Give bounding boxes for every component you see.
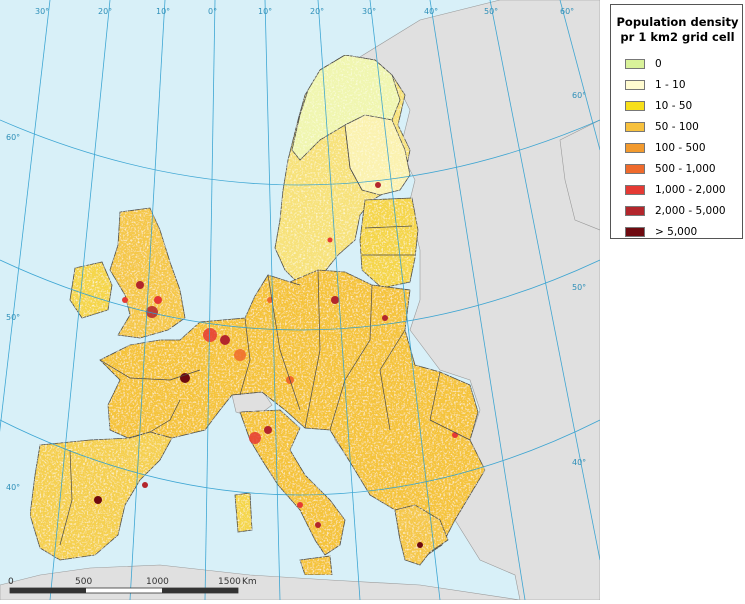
legend-title: Population density pr 1 km2 grid cell bbox=[611, 15, 744, 45]
legend-swatch bbox=[625, 206, 645, 216]
legend-swatch bbox=[625, 101, 645, 111]
legend-item: 0 bbox=[625, 57, 662, 71]
graticule bbox=[0, 0, 601, 601]
legend-swatch bbox=[625, 143, 645, 153]
legend-swatch bbox=[625, 185, 645, 195]
legend-label: > 5,000 bbox=[655, 226, 698, 238]
parallel-label: 40° bbox=[572, 458, 586, 467]
legend-swatch bbox=[625, 164, 645, 174]
population-density-map: 30° 20° 10° 0° 10° 20° 30° 40° 50° 60° 6… bbox=[0, 0, 601, 601]
parallel-label: 50° bbox=[6, 313, 20, 322]
meridian-label: 30° bbox=[362, 7, 376, 16]
legend-label: 10 - 50 bbox=[655, 100, 693, 112]
meridian-label: 60° bbox=[560, 7, 574, 16]
population-hotspots bbox=[94, 182, 458, 548]
legend-item: 1 - 10 bbox=[625, 78, 686, 92]
eu-land bbox=[29, 54, 486, 576]
legend-item: > 5,000 bbox=[625, 225, 697, 239]
legend-item: 100 - 500 bbox=[625, 141, 706, 155]
legend-item: 1,000 - 2,000 bbox=[625, 183, 726, 197]
legend-title-line2: pr 1 km2 grid cell bbox=[620, 30, 735, 44]
parallel-label: 50° bbox=[572, 283, 586, 292]
legend-label: 1,000 - 2,000 bbox=[655, 184, 726, 196]
scale-bar: 0 500 1000 1500 Km bbox=[8, 577, 257, 594]
graticule-labels: 30° 20° 10° 0° 10° 20° 30° 40° 50° 60° 6… bbox=[6, 7, 586, 492]
legend-label: 1 - 10 bbox=[655, 79, 686, 91]
legend-item: 50 - 100 bbox=[625, 120, 699, 134]
country-borders bbox=[59, 124, 471, 546]
region-great-britain bbox=[109, 207, 186, 339]
meridian-label: 10° bbox=[156, 7, 170, 16]
region-baltics bbox=[359, 197, 419, 289]
scale-tick: 500 bbox=[75, 577, 92, 587]
scale-tick: 1500 bbox=[218, 577, 241, 587]
meridian-label: 40° bbox=[424, 7, 438, 16]
legend-label: 50 - 100 bbox=[655, 121, 699, 133]
parallel-label: 60° bbox=[572, 91, 586, 100]
parallel-label: 40° bbox=[6, 483, 20, 492]
parallel-label: 60° bbox=[6, 133, 20, 142]
legend-swatch bbox=[625, 122, 645, 132]
legend-label: 2,000 - 5,000 bbox=[655, 205, 726, 217]
scale-tick: 0 bbox=[8, 577, 14, 587]
legend-label: 0 bbox=[655, 58, 662, 70]
scale-unit: Km bbox=[242, 577, 257, 587]
meridian-label: 20° bbox=[98, 7, 112, 16]
region-sicily bbox=[299, 555, 333, 576]
region-iberia bbox=[29, 431, 173, 561]
legend: Population density pr 1 km2 grid cell 0 … bbox=[610, 4, 743, 239]
meridian-label: 30° bbox=[35, 7, 49, 16]
meridian-label: 20° bbox=[310, 7, 324, 16]
legend-label: 500 - 1,000 bbox=[655, 163, 716, 175]
map-canvas: 30° 20° 10° 0° 10° 20° 30° 40° 50° 60° 6… bbox=[0, 0, 601, 601]
legend-swatch bbox=[625, 80, 645, 90]
legend-swatch bbox=[625, 227, 645, 237]
legend-title-line1: Population density bbox=[616, 15, 739, 29]
scale-tick: 1000 bbox=[146, 577, 169, 587]
legend-swatch bbox=[625, 59, 645, 69]
legend-item: 10 - 50 bbox=[625, 99, 692, 113]
region-sardinia bbox=[234, 492, 253, 533]
legend-item: 500 - 1,000 bbox=[625, 162, 716, 176]
legend-item: 2,000 - 5,000 bbox=[625, 204, 726, 218]
meridian-label: 0° bbox=[208, 7, 217, 16]
meridian-label: 50° bbox=[484, 7, 498, 16]
meridian-label: 10° bbox=[258, 7, 272, 16]
region-greece bbox=[394, 504, 449, 566]
region-ireland bbox=[69, 261, 113, 319]
legend-label: 100 - 500 bbox=[655, 142, 706, 154]
region-italy bbox=[239, 409, 346, 556]
